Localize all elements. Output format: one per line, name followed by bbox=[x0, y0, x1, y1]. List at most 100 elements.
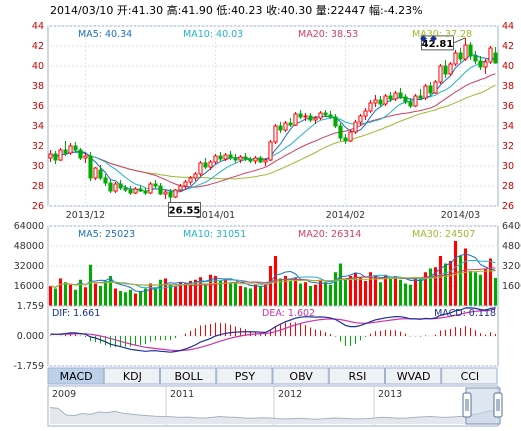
volume-tick-right: 64000 bbox=[502, 221, 521, 232]
candle bbox=[123, 185, 128, 192]
ma10-line bbox=[50, 57, 496, 192]
candle-body bbox=[88, 155, 93, 179]
volume-axis: 16000 16000 32000 32000 48000 48000 64000 64000 bbox=[14, 221, 521, 292]
volume-bar bbox=[488, 258, 493, 306]
candle bbox=[448, 62, 453, 76]
date-tick-label: 2013/12 bbox=[66, 210, 105, 221]
navigator-left-handle[interactable] bbox=[462, 392, 472, 418]
volume-tick-right: 16000 bbox=[502, 281, 521, 292]
ma20-line bbox=[50, 73, 496, 188]
tab-macd[interactable]: MACD bbox=[47, 367, 104, 385]
macd-axis: 1.759 0.000 -1.759 bbox=[13, 301, 44, 372]
candle-body bbox=[378, 99, 383, 105]
candle bbox=[493, 47, 498, 64]
volume-bar bbox=[428, 268, 433, 306]
volume-bar bbox=[458, 256, 463, 306]
candle bbox=[468, 42, 473, 60]
price-axis: 26 26 28 28 30 30 32 32 34 34 36 36 38 38 40 40 42 42 44 44 bbox=[32, 21, 514, 212]
candle bbox=[423, 84, 428, 100]
volume-tick-left: 48000 bbox=[14, 241, 44, 252]
candle-body bbox=[348, 131, 353, 142]
navigator-right-handle[interactable] bbox=[493, 392, 503, 418]
zoom-out-icon[interactable]: ◆ bbox=[430, 34, 437, 44]
candle bbox=[338, 123, 343, 141]
volume-bar bbox=[308, 286, 313, 306]
candle-body bbox=[103, 177, 108, 184]
volume-bar bbox=[73, 289, 78, 306]
price-ma-legend: MA5: 40.34 MA10: 40.03 MA20: 38.53 MA30: 37… bbox=[78, 29, 472, 40]
header-change-label: 幅: bbox=[369, 4, 384, 17]
volume-bar bbox=[63, 282, 68, 306]
volume-bar bbox=[333, 272, 338, 306]
date-tick-label: 2014/03 bbox=[441, 210, 480, 221]
zoom-markers[interactable]: ◆ ◆ bbox=[420, 34, 437, 44]
tab-label: CCI bbox=[461, 370, 480, 383]
candle bbox=[108, 180, 113, 193]
tab-psy[interactable]: PSY bbox=[216, 367, 273, 385]
candle-body bbox=[93, 167, 98, 179]
candle-body bbox=[123, 187, 128, 191]
candle bbox=[153, 180, 158, 188]
candle-body bbox=[148, 183, 153, 194]
volume-tick-right: 48000 bbox=[502, 241, 521, 252]
candle-body bbox=[273, 125, 278, 143]
volume-ma30-line bbox=[50, 270, 496, 288]
tab-boll[interactable]: BOLL bbox=[160, 367, 217, 385]
tab-background bbox=[328, 367, 385, 385]
zoom-in-icon[interactable]: ◆ bbox=[420, 34, 427, 44]
candle-body bbox=[133, 188, 138, 194]
price-tick-left: 42 bbox=[32, 41, 44, 52]
candle bbox=[118, 180, 123, 190]
tab-obv[interactable]: OBV bbox=[272, 367, 329, 385]
candle-body bbox=[248, 158, 253, 162]
tab-rsi[interactable]: RSI bbox=[328, 367, 385, 385]
candle bbox=[233, 154, 238, 163]
year-label: 2012 bbox=[278, 389, 302, 400]
candle bbox=[103, 174, 108, 186]
legend-ma10: MA10: 40.03 bbox=[183, 29, 243, 40]
range-navigator[interactable]: 2009 2011 2012 2013 bbox=[47, 385, 503, 427]
candle-body bbox=[303, 115, 308, 118]
legend-ma30: MA30: 24507 bbox=[412, 229, 475, 240]
header-change: -4.23% bbox=[384, 4, 423, 17]
tab-kdj[interactable]: KDJ bbox=[103, 367, 160, 385]
tab-cci[interactable]: CCI bbox=[441, 367, 498, 385]
candle bbox=[438, 64, 443, 84]
price-tick-left: 32 bbox=[32, 141, 44, 152]
volume-bar bbox=[468, 271, 473, 306]
candle bbox=[343, 134, 348, 144]
price-tick-left: 38 bbox=[32, 81, 44, 92]
candle bbox=[223, 153, 228, 161]
volume-bar bbox=[443, 263, 448, 306]
volume-bar bbox=[368, 272, 373, 306]
volume-tick-left: 64000 bbox=[14, 221, 44, 232]
candle-body bbox=[413, 95, 418, 107]
candle-body bbox=[428, 85, 433, 94]
volume-bar bbox=[143, 288, 148, 306]
candle-body bbox=[163, 191, 168, 195]
candle-body bbox=[388, 95, 393, 100]
candle bbox=[478, 56, 483, 70]
candle bbox=[88, 152, 93, 181]
tab-background bbox=[216, 367, 273, 385]
volume-bar bbox=[453, 241, 458, 306]
candle bbox=[113, 182, 118, 193]
tab-background bbox=[103, 367, 160, 385]
macd-panel[interactable]: 1.759 0.000 -1.759 DIF: 1.661 DEA: 1.602 MAC… bbox=[13, 301, 499, 372]
date-axis: 2013/12 2014/01 2014/02 2014/03 bbox=[66, 26, 480, 221]
tab-label: PSY bbox=[235, 370, 256, 383]
volume-panel[interactable]: 16000 16000 32000 32000 48000 48000 64000 64000… bbox=[14, 221, 521, 307]
candle bbox=[378, 96, 383, 107]
candle bbox=[133, 187, 138, 194]
volume-bar bbox=[433, 267, 438, 306]
candle bbox=[188, 176, 193, 185]
candle-body bbox=[463, 44, 468, 60]
candle-body bbox=[53, 153, 58, 161]
price-panel[interactable]: 26 26 28 28 30 30 32 32 34 34 36 36 38 38 40 40 42 42 44 44… bbox=[32, 21, 514, 221]
candle bbox=[333, 114, 338, 128]
price-tick-left: 44 bbox=[32, 21, 44, 32]
candle bbox=[173, 189, 178, 198]
candle bbox=[288, 118, 293, 127]
header-close: 40.30 bbox=[281, 4, 313, 17]
tab-wvad[interactable]: WVAD bbox=[385, 367, 442, 385]
